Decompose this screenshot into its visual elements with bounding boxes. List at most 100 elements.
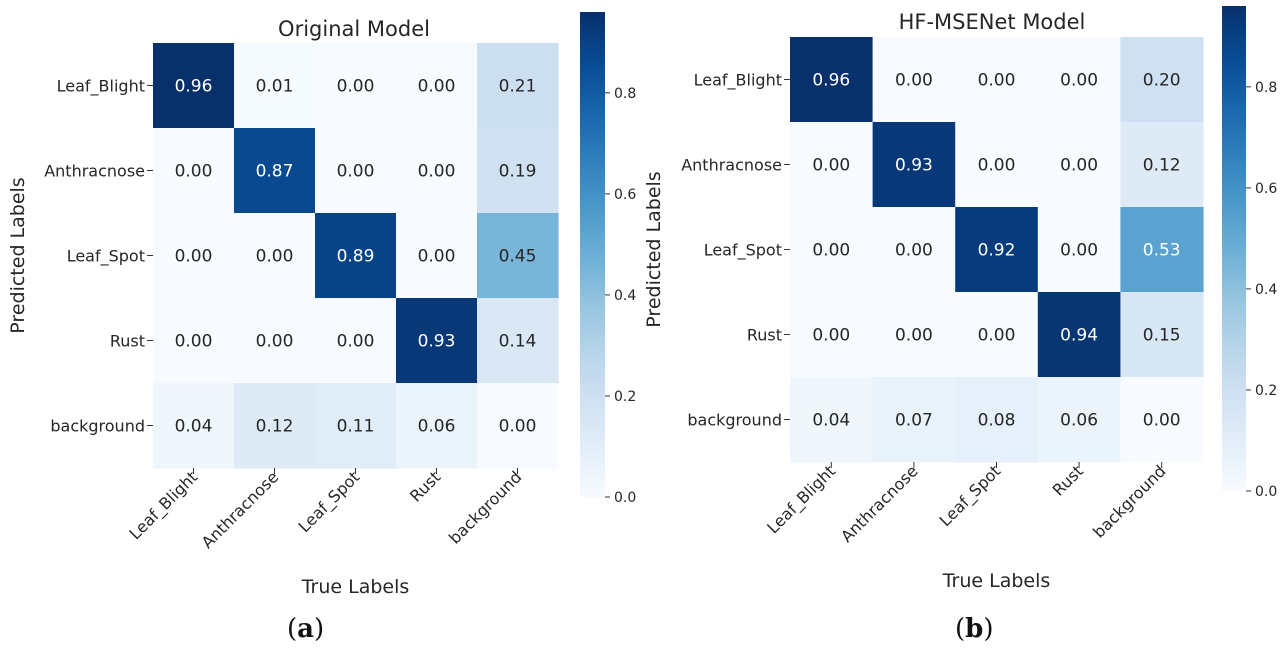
heatmap-cell (396, 298, 478, 384)
y-tick-label: Anthracnose (44, 162, 145, 181)
x-tick-label: background (1089, 461, 1169, 541)
cell-value-label: 0.94 (1060, 326, 1098, 346)
x-tick-label: Rust (1049, 461, 1087, 499)
cell-value-label: 0.00 (978, 71, 1016, 91)
y-axis-label: Predicted Labels (7, 177, 29, 333)
y-axis-label: Predicted Labels (643, 171, 665, 327)
heatmap-cell (790, 37, 874, 123)
cell-value-label: 0.53 (1143, 241, 1181, 261)
cell-value-label: 0.15 (1143, 326, 1181, 346)
cell-value-label: 0.92 (978, 241, 1016, 261)
heatmap-cell (790, 207, 874, 293)
colorbar (1222, 6, 1246, 491)
cell-value-label: 0.00 (418, 162, 456, 182)
cell-value-label: 0.20 (1143, 71, 1181, 91)
y-tick-label: Leaf_Spot (67, 247, 145, 267)
caption-b: (b) (955, 614, 994, 644)
heatmap-cell (955, 292, 1039, 378)
heatmap-cell (790, 122, 874, 208)
cell-value-label: 0.00 (978, 326, 1016, 346)
colorbar-tick-label: 0.2 (614, 389, 636, 405)
cell-value-label: 0.96 (812, 71, 850, 91)
cell-value-label: 0.01 (256, 77, 294, 97)
cell-value-label: 0.00 (337, 332, 375, 352)
y-tick-label: background (687, 411, 782, 430)
cell-value-label: 0.45 (499, 247, 537, 267)
colorbar-tick-label: 0.2 (1255, 383, 1277, 399)
heatmap-cell (1037, 122, 1121, 208)
colorbar-tick-label: 0.0 (614, 490, 636, 506)
heatmap-cell (872, 37, 956, 123)
cell-value-label: 0.04 (175, 417, 213, 437)
heatmap-cell (1120, 122, 1204, 208)
cell-value-label: 0.00 (337, 77, 375, 97)
heatmap-cell (1037, 207, 1121, 293)
cell-value-label: 0.00 (895, 241, 933, 261)
colorbar-tick-label: 0.4 (614, 288, 636, 304)
cell-value-label: 0.00 (256, 247, 294, 267)
heatmap-cell (315, 298, 397, 384)
heatmap-cell (790, 377, 874, 463)
cell-value-label: 0.89 (337, 247, 375, 267)
y-tick-label: Rust (747, 326, 782, 345)
colorbar (580, 12, 605, 497)
heatmap-cell (396, 213, 478, 299)
heatmap-cell (234, 298, 316, 384)
heatmap-cell (234, 128, 316, 214)
cell-value-label: 0.04 (812, 411, 850, 431)
heatmap-cell (234, 383, 316, 469)
cell-value-label: 0.00 (812, 156, 850, 176)
cell-value-label: 0.00 (1143, 411, 1181, 431)
cell-value-label: 0.00 (499, 417, 537, 437)
cell-value-label: 0.00 (812, 241, 850, 261)
cell-value-label: 0.00 (175, 332, 213, 352)
heatmap-cell (153, 383, 235, 469)
cell-value-label: 0.06 (418, 417, 456, 437)
cell-value-label: 0.00 (1060, 241, 1098, 261)
heatmap-cell (790, 292, 874, 378)
heatmap-cell (153, 298, 235, 384)
cell-value-label: 0.00 (175, 162, 213, 182)
caption-a: (a) (287, 614, 325, 644)
heatmap-cell (315, 383, 397, 469)
heatmap-cell (1120, 37, 1204, 123)
heatmap-cell (234, 43, 316, 129)
x-tick-label: Leaf_Blight (125, 467, 202, 544)
heatmap-cell (955, 377, 1039, 463)
cell-value-label: 0.07 (895, 411, 933, 431)
x-tick-label: Anthracnose (198, 467, 283, 552)
cell-value-label: 0.00 (418, 77, 456, 97)
cell-value-label: 0.00 (337, 162, 375, 182)
heatmap-cell (1120, 292, 1204, 378)
colorbar-tick-label: 0.8 (1255, 80, 1277, 96)
cell-value-label: 0.14 (499, 332, 537, 352)
x-tick-label: background (445, 467, 525, 547)
heatmap-cell (872, 122, 956, 208)
y-tick-label: Leaf_Blight (57, 77, 145, 97)
heatmap-cell (153, 128, 235, 214)
cell-value-label: 0.00 (812, 326, 850, 346)
cell-value-label: 0.21 (499, 77, 537, 97)
cell-value-label: 0.00 (895, 326, 933, 346)
heatmap-cell (477, 43, 559, 129)
cell-value-label: 0.11 (337, 417, 375, 437)
x-tick-label: Leaf_Blight (763, 461, 840, 538)
heatmap-cell (477, 128, 559, 214)
colorbar-tick-label: 0.6 (1255, 181, 1277, 197)
x-axis-label: True Labels (942, 570, 1051, 592)
heatmap-cell (872, 377, 956, 463)
heatmap-cell (396, 128, 478, 214)
chart-title: HF-MSENet Model (899, 10, 1086, 34)
heatmap-cell (153, 213, 235, 299)
heatmap-cell (955, 37, 1039, 123)
cell-value-label: 0.06 (1060, 411, 1098, 431)
heatmap-cell (872, 207, 956, 293)
colorbar-tick-label: 0.0 (1255, 484, 1277, 500)
x-tick-label: Anthracnose (837, 461, 922, 546)
y-tick-label: Leaf_Spot (704, 241, 782, 261)
cell-value-label: 0.00 (418, 247, 456, 267)
y-tick-label: Rust (110, 332, 145, 351)
heatmap-cell (872, 292, 956, 378)
heatmap-cell (477, 213, 559, 299)
